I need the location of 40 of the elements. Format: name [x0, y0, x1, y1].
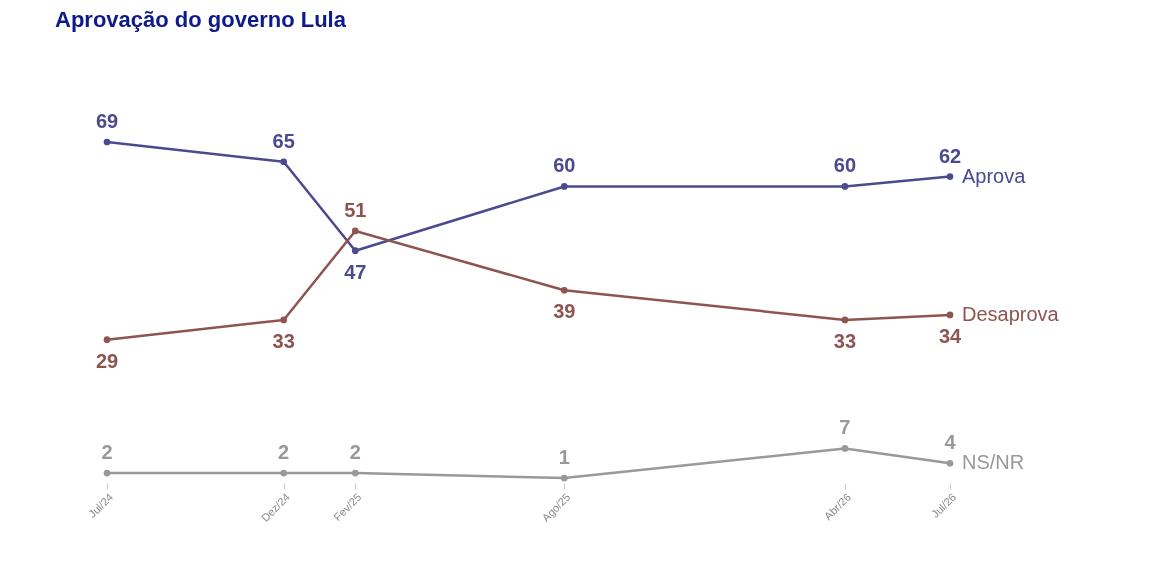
point	[351, 469, 359, 477]
point	[351, 227, 359, 235]
series-label: Desaprova	[962, 302, 1060, 325]
series-label: NS/NR	[962, 451, 1025, 474]
point	[841, 445, 849, 452]
point	[560, 286, 568, 294]
data-label: 34	[938, 324, 962, 347]
data-label: 51	[344, 198, 367, 221]
data-label: 33	[272, 329, 295, 352]
data-label: 65	[272, 129, 295, 152]
point	[103, 336, 111, 344]
point	[946, 459, 954, 467]
data-label: 62	[938, 144, 962, 167]
point	[946, 173, 954, 180]
point	[351, 247, 359, 255]
point	[560, 474, 568, 482]
point	[841, 316, 849, 324]
point	[103, 469, 111, 477]
data-label: 60	[553, 154, 576, 177]
data-label: 4	[944, 431, 957, 454]
data-label: 2	[101, 441, 113, 464]
point	[841, 183, 849, 190]
series-label: Aprova	[962, 164, 1027, 187]
point	[946, 311, 954, 319]
data-label: 47	[344, 260, 367, 283]
point	[280, 316, 288, 324]
point	[280, 469, 288, 477]
data-label: 60	[833, 154, 857, 177]
data-label: 29	[95, 349, 119, 372]
chart-title: Aprovação do governo Lula	[55, 7, 347, 32]
data-label: 1	[558, 446, 570, 469]
data-label: 39	[553, 300, 576, 323]
data-label: 69	[95, 110, 119, 132]
point	[560, 183, 568, 190]
data-label: 2	[278, 441, 290, 464]
data-label: 7	[839, 416, 851, 439]
point	[280, 158, 288, 166]
data-label: 33	[833, 329, 857, 352]
point	[103, 138, 111, 146]
data-label: 2	[349, 441, 361, 464]
